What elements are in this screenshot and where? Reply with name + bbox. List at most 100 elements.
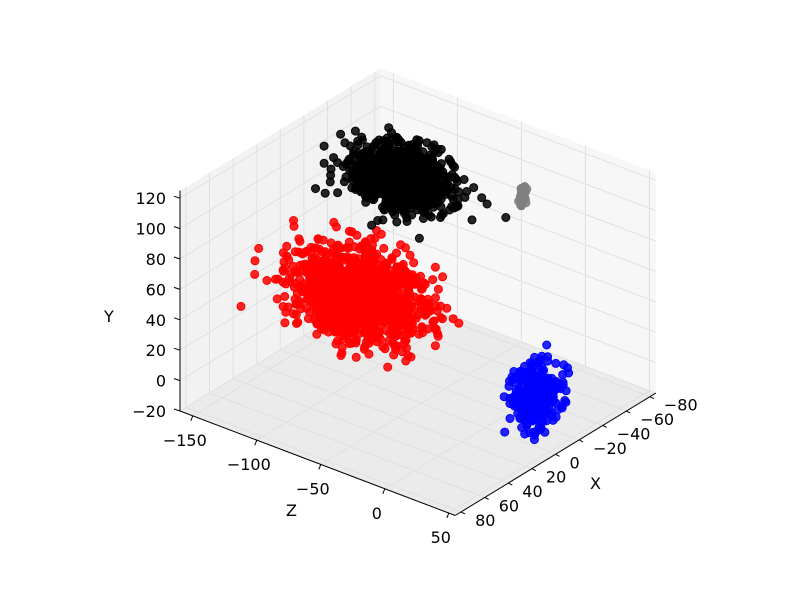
scatter-point xyxy=(279,266,288,276)
scatter-point xyxy=(372,249,382,259)
scatter-point xyxy=(362,270,372,280)
scatter-point xyxy=(529,381,538,391)
scatter-point xyxy=(320,188,330,198)
scatter-point xyxy=(370,190,379,200)
scatter-point xyxy=(428,317,438,327)
scatter-point xyxy=(291,279,301,289)
scatter-point xyxy=(561,386,571,396)
scatter-point xyxy=(406,328,416,338)
scatter-point xyxy=(436,194,446,204)
scatter-point xyxy=(437,314,447,324)
scatter-point xyxy=(349,146,359,156)
y-tick-label: −20 xyxy=(132,402,166,421)
scatter-point xyxy=(326,319,336,329)
scatter-point xyxy=(423,160,432,170)
scatter-point xyxy=(342,243,352,253)
y-tick-label: 0 xyxy=(156,372,166,391)
scatter-point xyxy=(559,360,569,370)
scatter-point xyxy=(560,396,570,405)
scatter-point xyxy=(371,177,381,187)
scatter-point xyxy=(340,300,350,310)
scatter-point xyxy=(430,262,440,272)
y-tick-label: 80 xyxy=(146,250,166,269)
scatter-point xyxy=(380,316,390,326)
scatter-point xyxy=(304,314,313,324)
scatter-point xyxy=(343,317,353,326)
scatter-point xyxy=(250,256,260,266)
scatter-point xyxy=(329,326,339,336)
scatter-point xyxy=(405,250,415,260)
z-tick-label: −100 xyxy=(227,455,271,474)
x-tick-label: −20 xyxy=(593,439,627,458)
scatter-point xyxy=(393,306,402,316)
scatter-point xyxy=(303,295,313,305)
grid-line-y-left xyxy=(179,166,381,290)
scatter-point xyxy=(369,257,379,267)
scatter-point xyxy=(371,138,381,147)
scatter-point xyxy=(551,412,561,422)
scatter-point xyxy=(380,200,390,210)
scatter-point xyxy=(409,306,419,316)
scatter-point xyxy=(312,319,322,329)
scatter-point xyxy=(429,196,439,206)
scatter-point xyxy=(514,384,524,394)
scatter-point xyxy=(392,217,402,227)
scatter-point xyxy=(340,138,350,148)
scatter-series xyxy=(236,216,464,372)
scatter-point xyxy=(386,155,396,165)
scatter-point xyxy=(500,427,510,437)
x-tick-mark xyxy=(578,439,584,443)
y-tick-label: 20 xyxy=(146,341,166,360)
scatter-point xyxy=(532,426,542,436)
scatter-point xyxy=(409,258,419,268)
z-tick-mark xyxy=(318,464,322,470)
scatter-point xyxy=(327,265,336,275)
scatter-point xyxy=(419,307,429,317)
scatter-point xyxy=(448,194,458,204)
scatter-point xyxy=(530,352,539,362)
scatter-point xyxy=(406,352,416,362)
scatter-point xyxy=(418,173,428,183)
scatter-point xyxy=(314,305,324,315)
z-tick-mark xyxy=(446,512,450,519)
scatter-point xyxy=(517,423,527,432)
scatter-point xyxy=(328,307,338,317)
scatter-point xyxy=(402,290,412,300)
scatter-point xyxy=(311,184,320,194)
x-tick-label: 20 xyxy=(546,468,566,487)
y-tick-label: 120 xyxy=(135,189,166,208)
scatter-point xyxy=(372,295,382,305)
scatter-point xyxy=(529,435,539,445)
scatter-point xyxy=(348,262,358,272)
scatter-point xyxy=(316,293,326,303)
z-axis-label: Z xyxy=(286,501,297,520)
grid-line-x-floor xyxy=(256,363,533,470)
scatter-point xyxy=(367,335,377,345)
z-tick-mark xyxy=(254,439,258,446)
scatter-point xyxy=(414,233,424,243)
scatter-point xyxy=(516,185,526,195)
scatter-point xyxy=(389,350,399,360)
scatter-point xyxy=(548,389,558,399)
scatter-point xyxy=(394,135,404,145)
x-tick-mark xyxy=(602,425,607,428)
scatter-point xyxy=(378,164,388,174)
scatter-point xyxy=(367,220,377,230)
y-tick-mark xyxy=(173,195,181,199)
scatter-point xyxy=(438,272,448,282)
x-tick-label: −40 xyxy=(617,424,651,443)
scatter-point xyxy=(362,286,372,296)
scatter-point xyxy=(433,331,443,341)
scatter-point xyxy=(314,235,324,244)
scatter-point xyxy=(448,161,458,170)
scatter-point xyxy=(254,243,264,253)
z-tick-mark xyxy=(382,488,386,494)
scatter-point xyxy=(526,369,536,379)
scatter-point xyxy=(383,275,393,285)
x-tick-mark xyxy=(484,497,489,500)
scatter-point xyxy=(350,168,360,178)
scatter-point xyxy=(309,264,319,274)
scatter-point xyxy=(537,367,547,377)
scatter-point xyxy=(319,158,329,168)
scatter-point xyxy=(379,243,389,253)
